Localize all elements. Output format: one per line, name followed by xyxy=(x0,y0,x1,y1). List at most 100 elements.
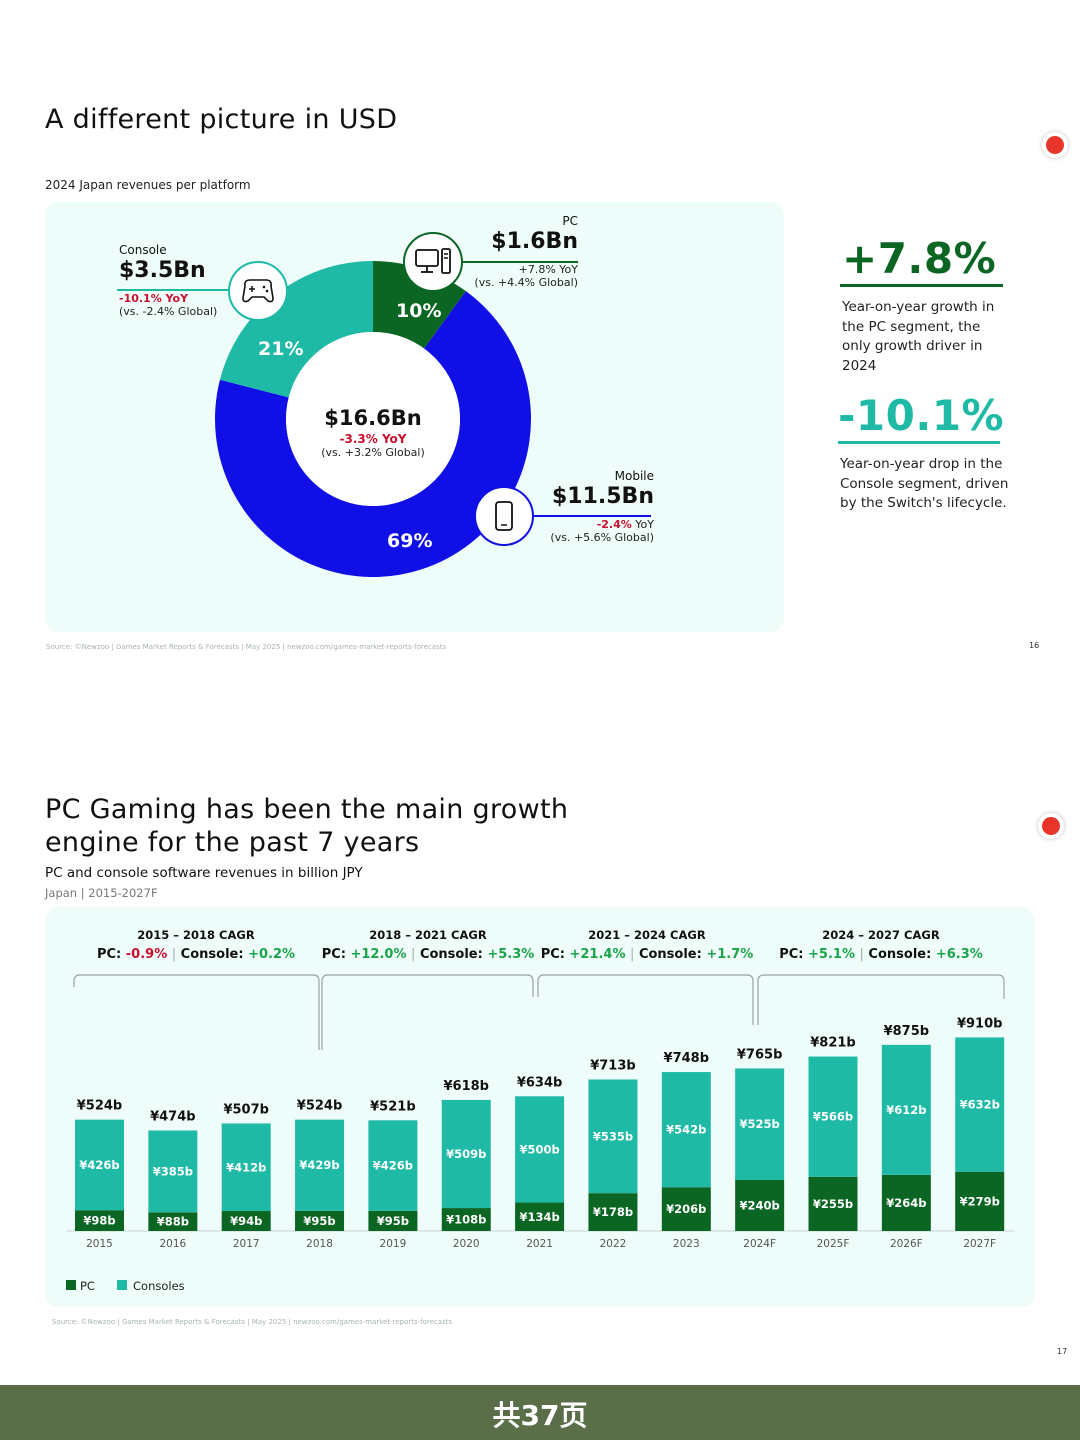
bar-console-2021 xyxy=(515,1096,565,1203)
bracket-2015-2018 xyxy=(73,974,320,1050)
bar-pc-2020 xyxy=(441,1208,491,1231)
cagr-pc-prefix: PC: xyxy=(96,947,126,962)
cagr-pc-prefix: PC: xyxy=(540,947,570,962)
pc-label: PC xyxy=(562,214,578,228)
stat-pc-underline xyxy=(840,284,1003,287)
smartphone-icon xyxy=(474,486,534,546)
bar-console-label: ¥385b xyxy=(153,1164,193,1178)
bar-total-label: ¥821b xyxy=(810,1036,856,1051)
record-button-2[interactable] xyxy=(1038,813,1064,839)
cagr-separator: | xyxy=(859,947,864,962)
bar-console-2016 xyxy=(148,1130,198,1213)
bar-pc-label: ¥255b xyxy=(813,1197,853,1211)
bar-pc-2025F xyxy=(808,1176,858,1231)
cagr-block-4: 2024 – 2027 CAGR PC: +5.1% | Console: +6… xyxy=(761,928,1001,962)
bar-console-2018 xyxy=(295,1119,345,1211)
x-tick-label: 2020 xyxy=(453,1238,480,1250)
x-tick-label: 2026F xyxy=(890,1238,923,1250)
bar-console-label: ¥535b xyxy=(593,1129,633,1143)
bar-total-label: ¥713b xyxy=(590,1058,636,1073)
slide1-page-number: 16 xyxy=(1029,641,1040,650)
bar-pc-label: ¥206b xyxy=(666,1202,706,1216)
bar-pc-2015 xyxy=(75,1210,124,1231)
bar-console-2022 xyxy=(588,1079,638,1194)
cagr-pc-value: +12.0% xyxy=(350,947,407,962)
bar-console-2025F xyxy=(808,1056,858,1177)
bar-console-label: ¥429b xyxy=(299,1158,339,1172)
bar-pc-2024F xyxy=(735,1180,785,1231)
slide1-subtitle: 2024 Japan revenues per platform xyxy=(45,178,251,192)
bar-console-label: ¥412b xyxy=(226,1160,266,1174)
cagr-block-2: 2018 – 2021 CAGR PC: +12.0% | Console: +… xyxy=(308,928,548,962)
slide2-subtitle: PC and console software revenues in bill… xyxy=(45,865,363,881)
record-button[interactable] xyxy=(1042,132,1068,158)
pc-icon xyxy=(403,232,463,292)
legend-pc-swatch xyxy=(66,1280,76,1290)
bar-pc-2016 xyxy=(148,1212,198,1231)
mobile-callout: Mobile $11.5Bn -2.4% YoY (vs. +5.6% Glob… xyxy=(520,469,654,544)
cagr-console-prefix: Console: xyxy=(419,947,488,962)
pc-yoy: +7.8% YoY xyxy=(518,263,578,276)
x-tick-label: 2023 xyxy=(673,1238,700,1250)
donut-slice-mobile xyxy=(214,291,531,577)
x-tick-label: 2016 xyxy=(159,1238,186,1250)
bar-console-2026F xyxy=(881,1044,931,1175)
cagr-pc-prefix: PC: xyxy=(779,947,809,962)
gamepad-icon xyxy=(228,261,288,321)
console-yoy: -10.1% YoY xyxy=(119,292,189,305)
pc-callout: PC $1.6Bn +7.8% YoY (vs. +4.4% Global) xyxy=(440,214,578,289)
stat-pc-growth: +7.8% xyxy=(842,234,997,283)
bar-console-2019 xyxy=(368,1120,418,1211)
total-global: (vs. +3.2% Global) xyxy=(321,446,425,459)
page-count-bar: 共37页 xyxy=(0,1385,1080,1440)
cagr-title: 2018 – 2021 CAGR xyxy=(369,928,487,942)
donut-hole xyxy=(286,332,460,506)
bracket-2024-2027 xyxy=(757,974,1005,1025)
bracket-2021-2024 xyxy=(537,974,754,1025)
cagr-console-prefix: Console: xyxy=(638,947,707,962)
bar-total-label: ¥618b xyxy=(444,1079,490,1094)
cagr-values: PC: +12.0% | Console: +5.3% xyxy=(308,947,548,962)
bar-console-label: ¥426b xyxy=(373,1159,413,1173)
x-tick-label: 2025F xyxy=(817,1238,850,1250)
cagr-title: 2024 – 2027 CAGR xyxy=(822,928,940,942)
pc-global: (vs. +4.4% Global) xyxy=(474,276,578,289)
bar-console-2017 xyxy=(221,1123,271,1212)
bar-console-label: ¥632b xyxy=(960,1098,1000,1112)
slide2-title-line2: engine for the past 7 years xyxy=(45,827,420,858)
cagr-values: PC: +21.4% | Console: +1.7% xyxy=(527,947,767,962)
bar-pc-label: ¥178b xyxy=(593,1205,633,1219)
slide2-page-number: 17 xyxy=(1057,1347,1068,1356)
cagr-console-value: +6.3% xyxy=(935,947,983,962)
pc-value: $1.6Bn xyxy=(491,229,578,254)
bar-total-label: ¥765b xyxy=(737,1047,783,1062)
bar-total-label: ¥910b xyxy=(957,1016,1003,1031)
donut-center: $16.6Bn -3.3% YoY (vs. +3.2% Global) xyxy=(293,406,453,459)
bar-pc-label: ¥108b xyxy=(446,1213,486,1227)
bar-pc-label: ¥279b xyxy=(960,1194,1000,1208)
bar-console-label: ¥542b xyxy=(666,1123,706,1137)
mobile-value: $11.5Bn xyxy=(551,484,654,509)
mobile-yoy-suffix: YoY xyxy=(631,518,654,531)
bar-total-label: ¥634b xyxy=(517,1075,563,1090)
bar-pc-label: ¥95b xyxy=(303,1214,335,1228)
mobile-share-label: 69% xyxy=(387,530,433,552)
cagr-pc-value: +21.4% xyxy=(569,947,626,962)
page-count-text: 共37页 xyxy=(492,1399,588,1432)
console-global: (vs. -2.4% Global) xyxy=(119,305,218,318)
bar-console-2024F xyxy=(735,1068,785,1180)
bar-pc-2022 xyxy=(588,1193,638,1231)
cagr-brackets xyxy=(73,974,1005,1050)
donut-slice-console xyxy=(219,261,373,398)
cagr-console-prefix: Console: xyxy=(180,947,249,962)
bar-total-label: ¥474b xyxy=(150,1109,196,1124)
slide2-sub2: Japan | 2015-2027F xyxy=(45,886,158,900)
stat-pc-text: Year-on-year growth in the PC segment, t… xyxy=(842,299,995,374)
stat-console-text: Year-on-year drop in the Console segment… xyxy=(840,456,1009,511)
mobile-global: (vs. +5.6% Global) xyxy=(550,531,654,544)
total-yoy: -3.3% YoY xyxy=(339,432,407,446)
x-tick-label: 2024F xyxy=(743,1238,776,1250)
stat-console-drop: -10.1% xyxy=(838,391,1005,440)
console-value: $3.5Bn xyxy=(119,258,206,283)
cagr-pc-prefix: PC: xyxy=(321,947,351,962)
